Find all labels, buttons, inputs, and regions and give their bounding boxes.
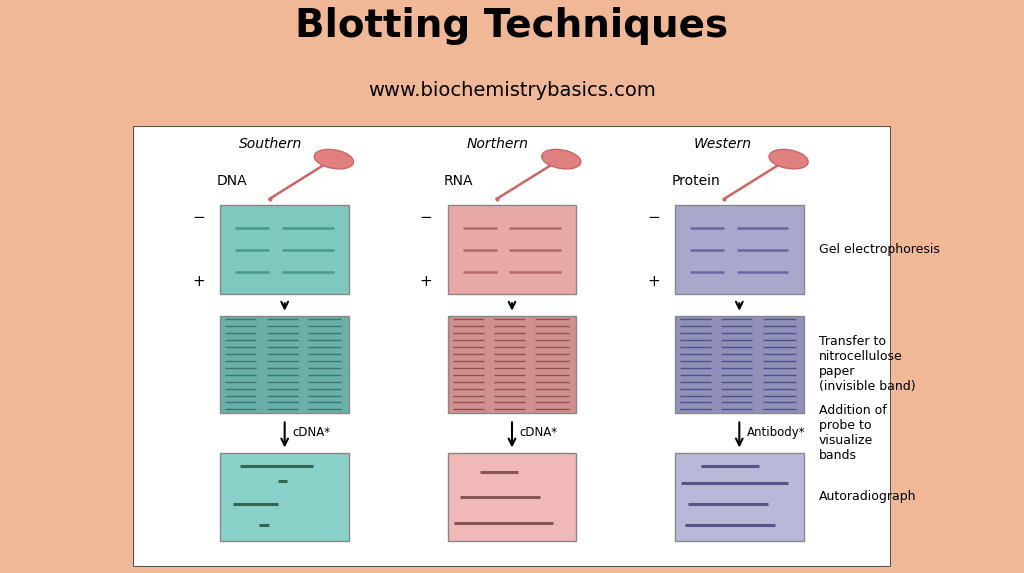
Text: www.biochemistrybasics.com: www.biochemistrybasics.com bbox=[368, 81, 656, 100]
Bar bbox=[447, 206, 577, 294]
Text: Autoradiograph: Autoradiograph bbox=[819, 490, 916, 503]
Text: RNA: RNA bbox=[443, 174, 473, 188]
Text: Transfer to
nitrocellulose
paper
(invisible band): Transfer to nitrocellulose paper (invisi… bbox=[819, 335, 915, 393]
Ellipse shape bbox=[769, 150, 808, 169]
Bar bbox=[220, 453, 349, 541]
Ellipse shape bbox=[314, 150, 353, 169]
Text: +: + bbox=[193, 274, 205, 289]
Text: Southern: Southern bbox=[240, 137, 302, 151]
Text: Blotting Techniques: Blotting Techniques bbox=[296, 7, 728, 45]
Bar bbox=[675, 206, 804, 294]
Text: cDNA*: cDNA* bbox=[292, 426, 331, 439]
Text: −: − bbox=[420, 210, 432, 225]
Bar bbox=[447, 316, 577, 413]
Bar bbox=[675, 316, 804, 413]
Text: Protein: Protein bbox=[671, 174, 720, 188]
Text: +: + bbox=[420, 274, 432, 289]
Text: Northern: Northern bbox=[467, 137, 528, 151]
Text: −: − bbox=[193, 210, 205, 225]
Bar bbox=[447, 453, 577, 541]
Bar bbox=[220, 206, 349, 294]
Text: Antibody*: Antibody* bbox=[746, 426, 806, 439]
Bar bbox=[220, 316, 349, 413]
Text: −: − bbox=[647, 210, 659, 225]
Text: +: + bbox=[647, 274, 659, 289]
Text: Western: Western bbox=[694, 137, 752, 151]
Bar bbox=[675, 453, 804, 541]
Text: DNA: DNA bbox=[216, 174, 247, 188]
Text: Gel electrophoresis: Gel electrophoresis bbox=[819, 243, 940, 256]
Ellipse shape bbox=[542, 150, 581, 169]
Text: Addition of
probe to
visualize
bands: Addition of probe to visualize bands bbox=[819, 404, 887, 462]
Text: cDNA*: cDNA* bbox=[519, 426, 558, 439]
